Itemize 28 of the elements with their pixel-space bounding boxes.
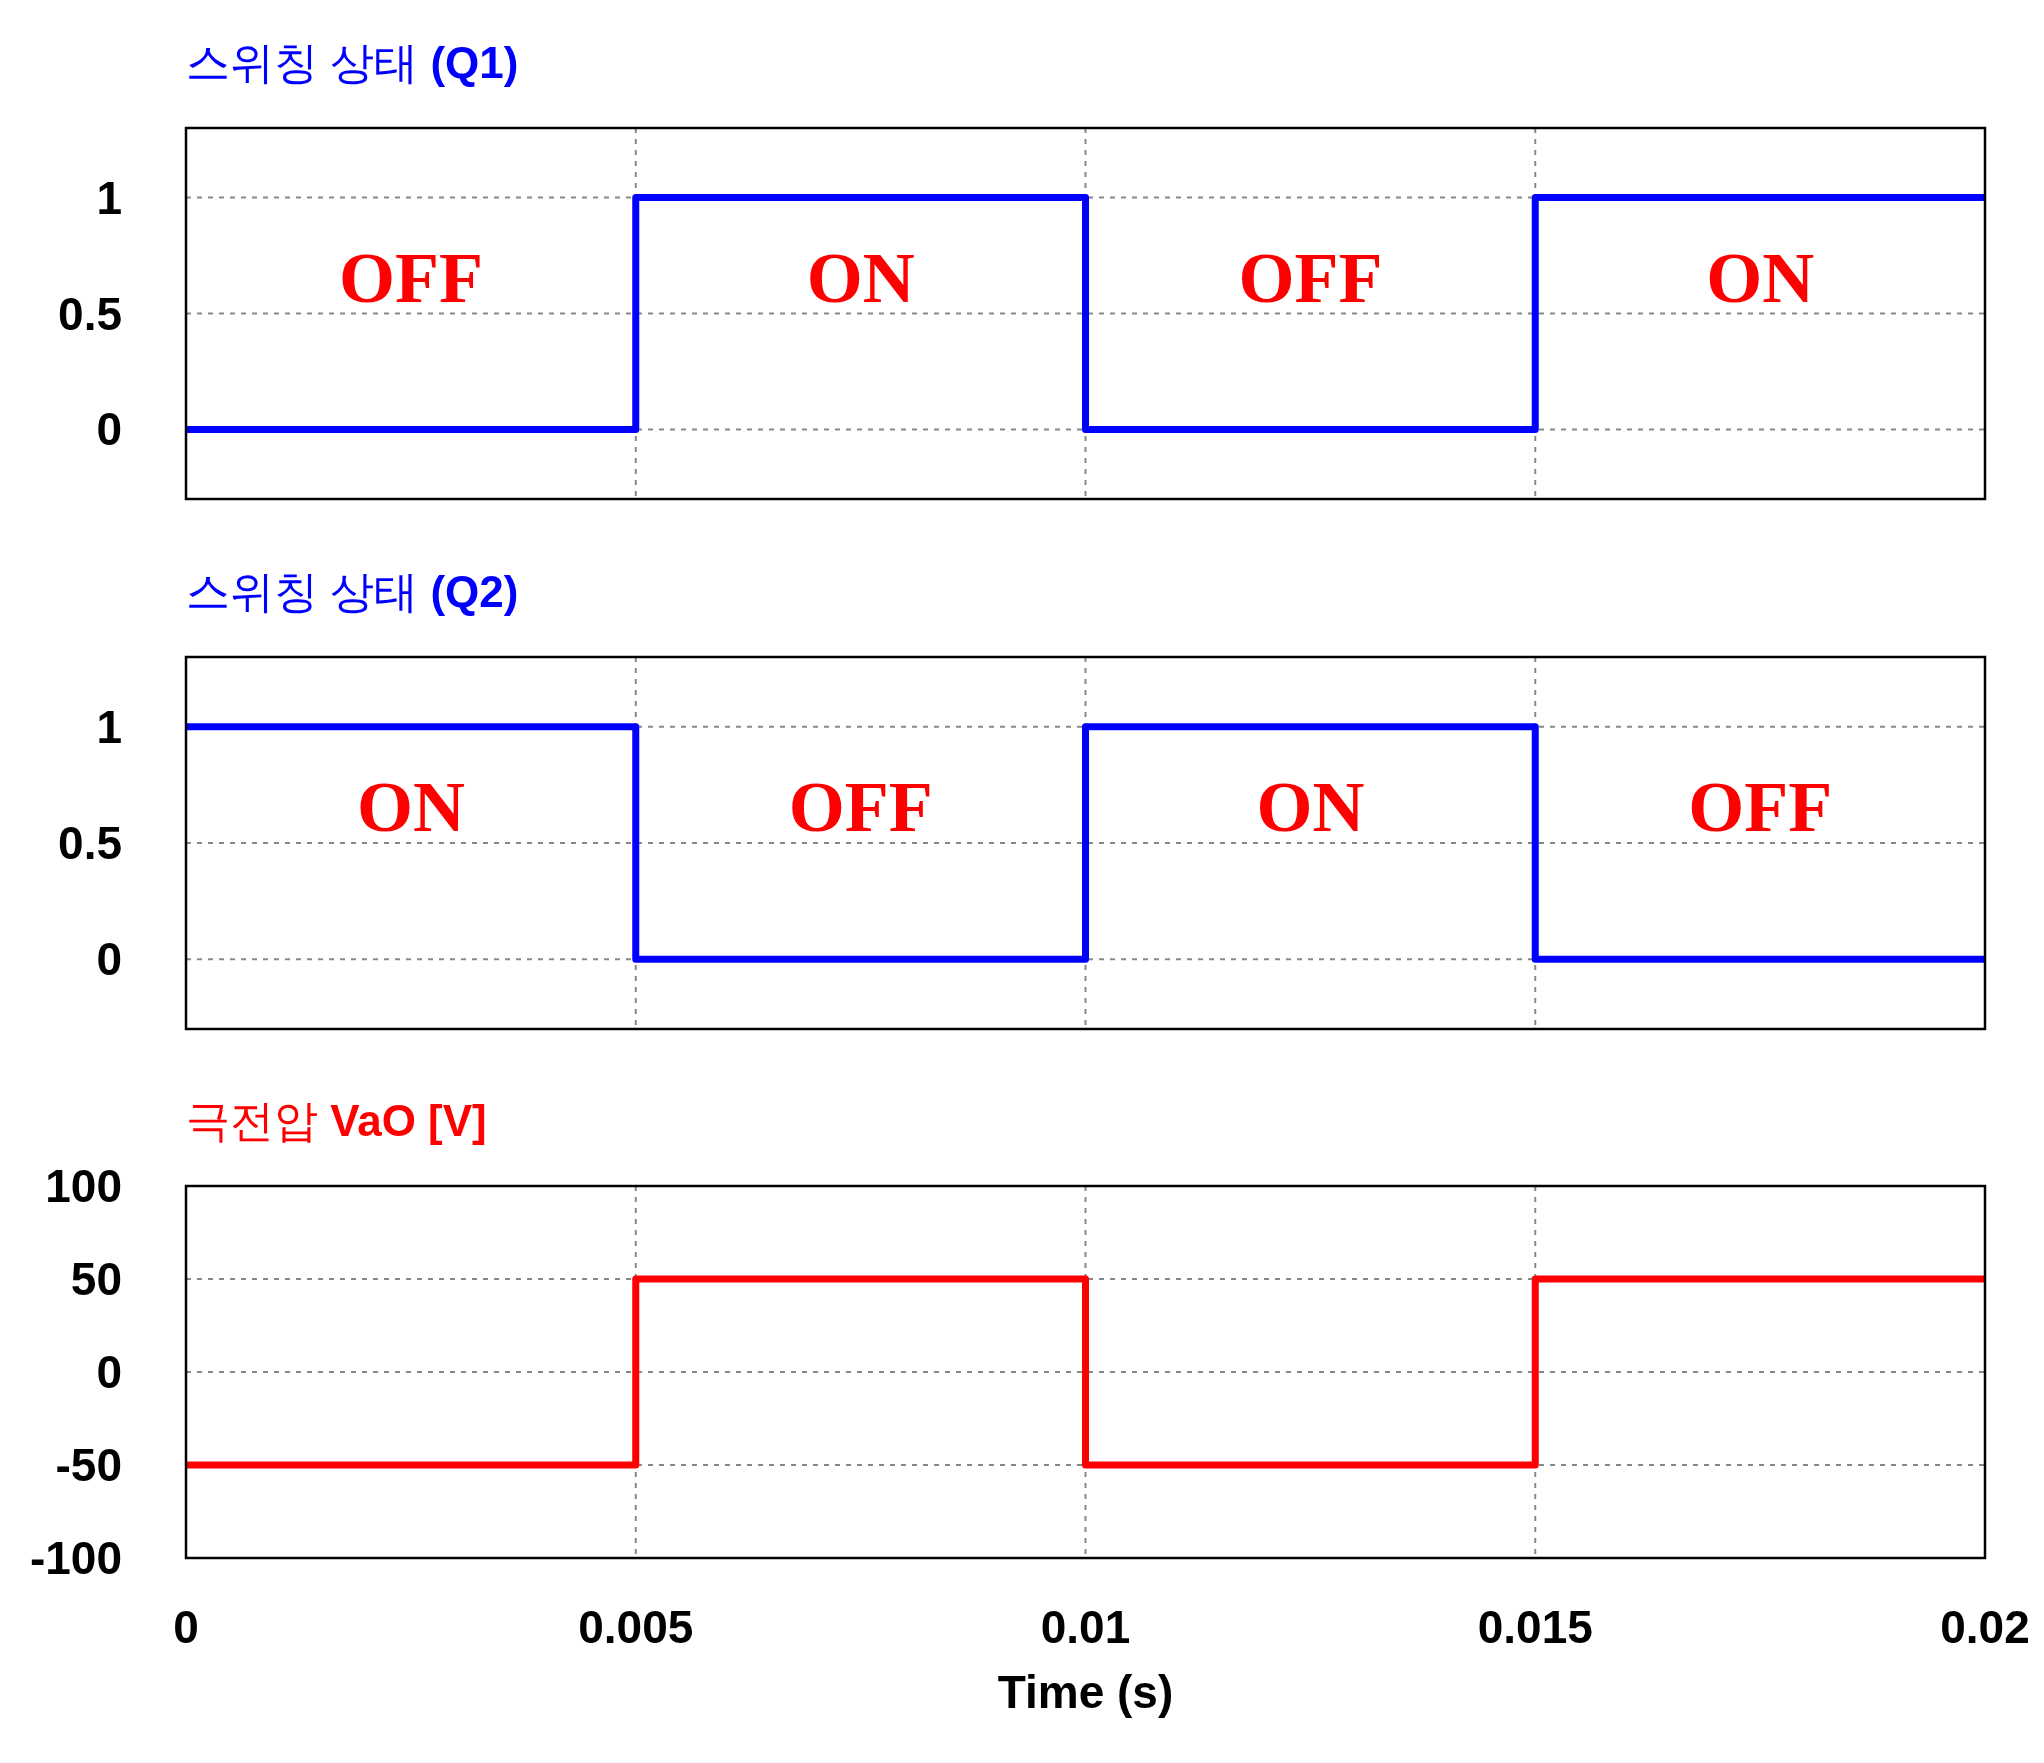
- y-tick-label: 0: [96, 1346, 122, 1398]
- y-tick-label: -100: [29, 1532, 122, 1584]
- annotation: ON: [356, 767, 465, 847]
- y-tick-label: 0: [96, 403, 122, 456]
- annotation: OFF: [1688, 767, 1833, 847]
- y-tick-label: 0: [96, 933, 122, 986]
- y-tick-label: 0.5: [58, 817, 122, 869]
- y-tick-label: 100: [45, 1160, 122, 1212]
- annotation: OFF: [1238, 237, 1383, 318]
- annotation: ON: [1706, 237, 1815, 318]
- annotation: OFF: [788, 767, 933, 847]
- x-tick-label: 0.02: [1940, 1601, 2030, 1653]
- x-tick-label: 0.01: [1040, 1601, 1131, 1653]
- chart-title: 스위칭 상태 (Q2): [186, 567, 519, 616]
- x-tick-label: 0.015: [1477, 1601, 1593, 1653]
- annotation: OFF: [338, 237, 483, 318]
- y-tick-label: 1: [96, 171, 122, 224]
- annotation: ON: [806, 237, 915, 318]
- y-tick-label: -50: [55, 1439, 122, 1491]
- x-axis-title: Time (s): [997, 1666, 1174, 1718]
- y-tick-label: 50: [70, 1253, 122, 1305]
- annotation: ON: [1256, 767, 1365, 847]
- x-tick-label: 0.005: [578, 1601, 694, 1653]
- chart-title: 스위칭 상태 (Q1): [186, 38, 519, 87]
- y-tick-label: 0.5: [58, 287, 122, 340]
- chart-title: 극전압 VaO [V]: [186, 1096, 487, 1145]
- y-tick-label: 1: [96, 700, 122, 753]
- x-tick-label: 0: [173, 1601, 199, 1653]
